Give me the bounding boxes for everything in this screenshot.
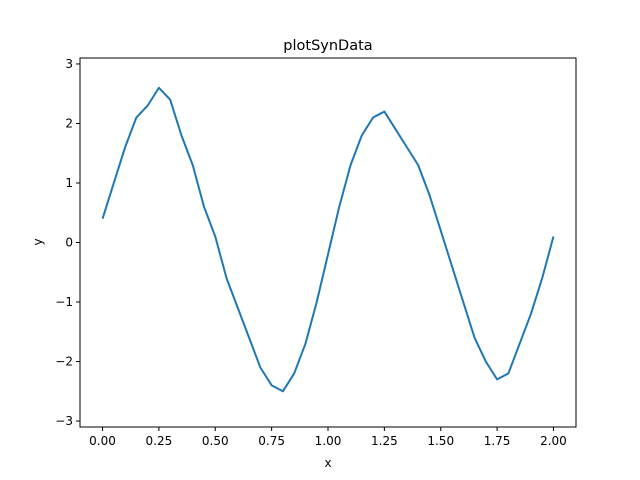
x-axis: 0.00 0.25 0.50 0.75 1.00 1.25 1.50 1.75 2.00 [89, 427, 567, 448]
y-axis: −3 −2 −1 0 1 2 3 [55, 57, 80, 428]
x-tick-label: 0.00 [89, 434, 116, 448]
y-tick-label: 3 [65, 57, 73, 71]
x-axis-label: x [324, 456, 331, 470]
x-tick-label: 1.75 [484, 434, 511, 448]
y-tick-label: −1 [55, 295, 73, 309]
y-tick-label: 2 [65, 116, 73, 130]
x-tick-label: 1.00 [315, 434, 342, 448]
x-tick-label: 1.25 [371, 434, 398, 448]
series-line-0 [101, 86, 555, 393]
y-tick-label: −2 [55, 355, 73, 369]
y-tick-label: 0 [65, 236, 73, 250]
y-axis-label: y [31, 238, 45, 245]
x-tick-label: 0.75 [258, 434, 285, 448]
x-tick-label: 2.00 [540, 434, 567, 448]
y-tick-label: 1 [65, 176, 73, 190]
chart-title: plotSynData [283, 38, 372, 54]
y-tick-label: −3 [55, 414, 73, 428]
x-tick-label: 0.50 [202, 434, 229, 448]
x-tick-label: 0.25 [146, 434, 173, 448]
plot-area [101, 86, 555, 393]
x-tick-label: 1.50 [427, 434, 454, 448]
